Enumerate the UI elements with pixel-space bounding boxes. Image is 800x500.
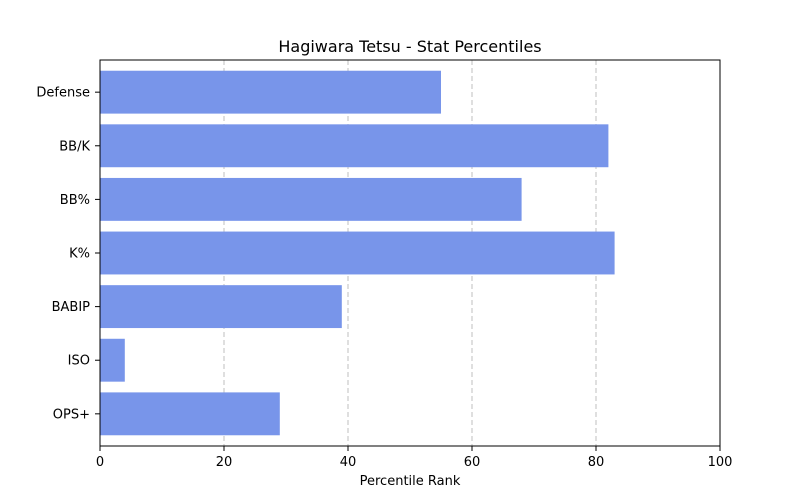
y-tick-label: BB/K	[59, 139, 90, 154]
bar	[100, 392, 280, 436]
bar	[100, 338, 125, 382]
y-axis-ticks: Defense BB/K BB% K% BABIP ISO OPS+	[36, 86, 100, 422]
x-tick-label: 60	[464, 455, 481, 470]
y-tick-label: Defense	[36, 86, 90, 101]
x-tick-label: 0	[96, 455, 104, 470]
bar	[100, 124, 609, 168]
y-tick-label: OPS+	[53, 407, 90, 422]
bar	[100, 177, 522, 221]
y-tick-label: BABIP	[52, 300, 91, 315]
y-tick-label: ISO	[68, 354, 90, 369]
bar	[100, 70, 441, 114]
bar	[100, 285, 342, 329]
chart-title: Hagiwara Tetsu - Stat Percentiles	[278, 37, 541, 56]
bar	[100, 231, 615, 275]
x-axis-label: Percentile Rank	[360, 474, 461, 489]
x-tick-label: 20	[216, 455, 233, 470]
bars	[100, 70, 615, 436]
x-tick-label: 40	[340, 455, 357, 470]
x-tick-label: 80	[588, 455, 605, 470]
y-tick-label: BB%	[60, 193, 90, 208]
x-tick-label: 100	[708, 455, 733, 470]
x-axis-ticks: 0 20 40 60 80 100	[96, 446, 733, 470]
y-tick-label: K%	[69, 247, 90, 262]
